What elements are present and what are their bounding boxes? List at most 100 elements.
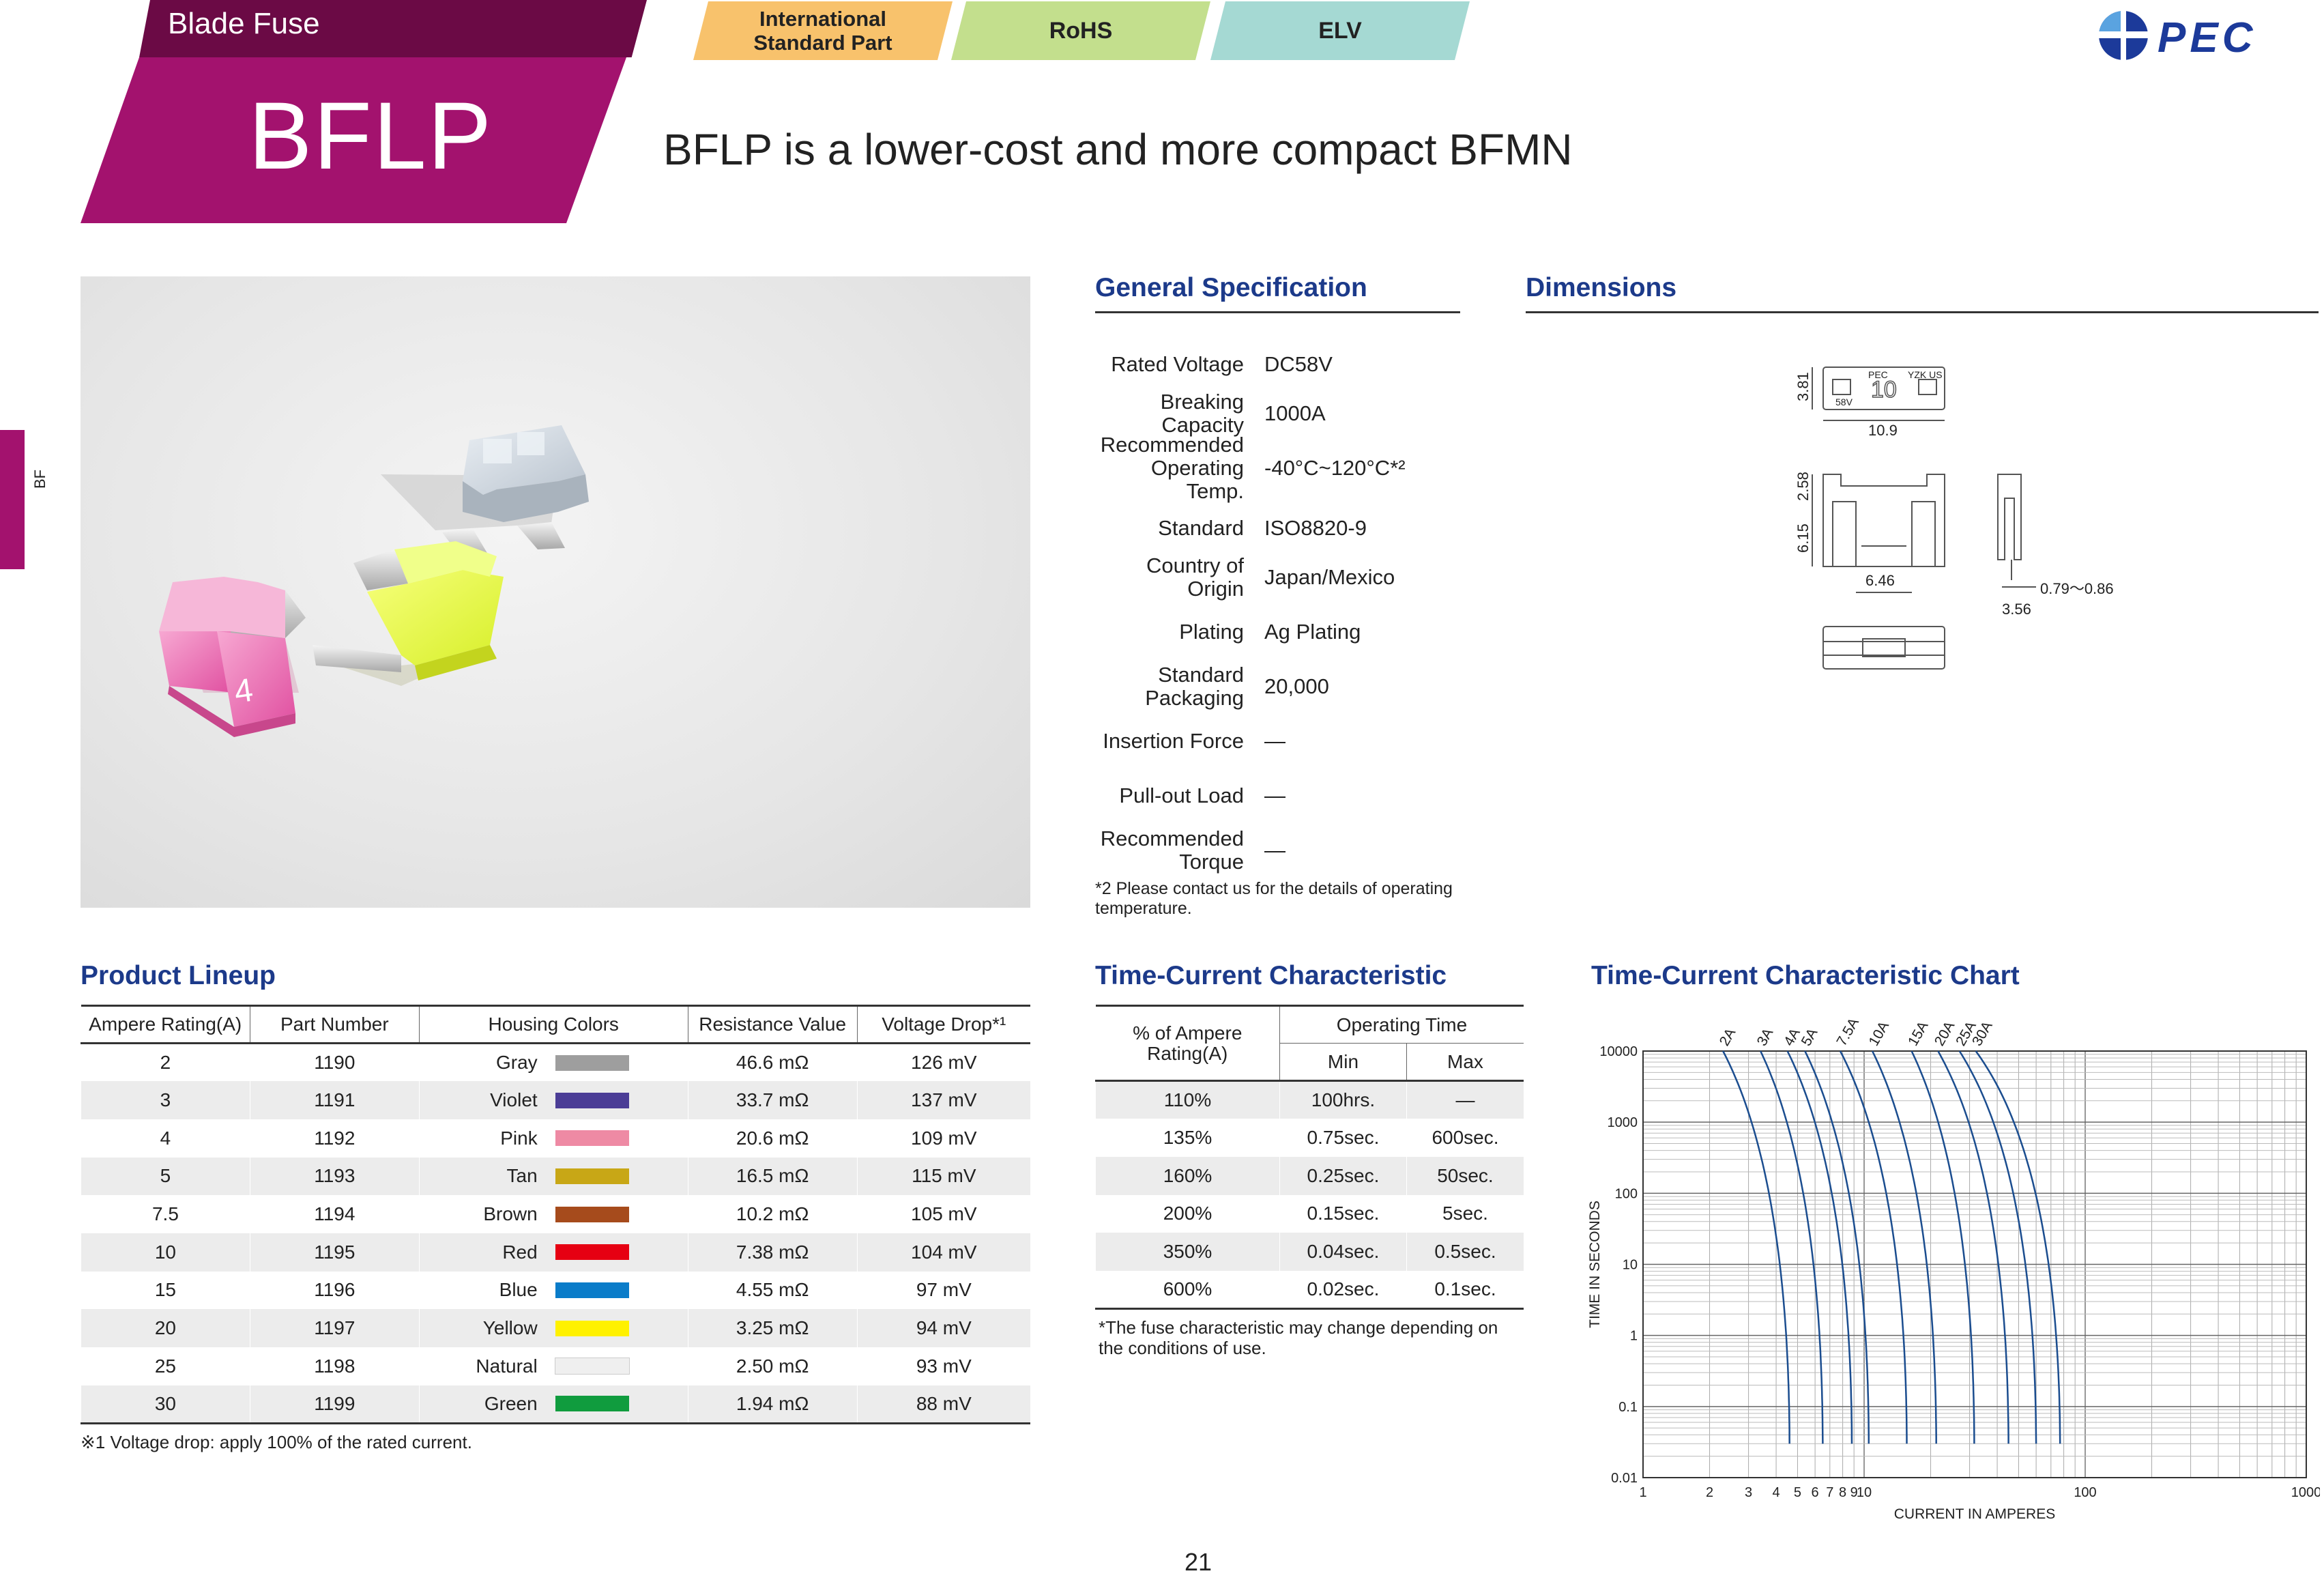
x-tick-label: 3 [1745,1485,1752,1500]
general-spec-note: *2 Please contact us for the details of … [1095,879,1453,918]
product-lineup-title: Product Lineup [81,961,276,990]
tag-elv: ELV [1210,1,1470,60]
lineup-row: 2 1190 Gray 46.6 mΩ 126 mV [81,1043,1030,1082]
x-tick-label: 4 [1773,1485,1780,1500]
spec-key: Insertion Force [1103,729,1244,753]
product-code: BFLP [248,82,493,189]
part-number-cell: 1190 [249,1043,420,1082]
spec-row: Breaking Capacity 1000A [1095,389,1477,438]
part-number-cell: 1196 [249,1271,420,1310]
housing-color: Green [420,1393,688,1415]
voltage-drop-cell: 94 mV [856,1309,1030,1347]
housing-color: Pink [420,1127,688,1149]
series-label: 5A [1799,1026,1821,1049]
max-time-cell: 50sec. [1406,1156,1524,1195]
spec-value: Japan/Mexico [1264,565,1395,589]
top-view-outline [1822,367,1945,410]
y-tick-label: 0.01 [1611,1471,1638,1486]
voltage-drop-cell: 104 mV [856,1233,1030,1272]
front-view-outline [1822,474,1945,567]
housing-color-cell: Yellow [418,1309,688,1347]
resistance-cell: 16.5 mΩ [687,1157,858,1196]
ampere-cell: 4 [81,1119,250,1158]
x-tick-label: 8 [1839,1485,1846,1500]
chart-title: Time-Current Characteristic Chart [1591,961,2020,990]
color-swatch [555,1282,629,1298]
color-name: Brown [483,1203,538,1225]
curve-2A [1722,1050,1790,1444]
time-current-note: *The fuse characteristic may change depe… [1099,1317,1498,1358]
y-tick-label: 10000 [1599,1044,1638,1059]
y-tick-label: 10 [1623,1258,1638,1273]
th-max: Max [1406,1043,1524,1082]
curve-20A [1937,1050,2009,1444]
part-number-cell: 1198 [249,1347,420,1385]
ampere-cell: 3 [81,1081,250,1119]
category-label: Blade Fuse [168,7,320,40]
housing-color-cell: Violet [418,1081,688,1119]
part-number-cell: 1194 [249,1195,420,1233]
spec-value: Ag Plating [1264,620,1361,644]
y-tick-label: 1 [1630,1329,1638,1344]
ampere-cell: 25 [81,1347,250,1385]
dim-thickness: 3.56 [2002,601,2031,618]
ampere-cell: 7.5 [81,1195,250,1233]
color-name: Red [502,1241,538,1263]
pec-logo: PEC [2097,10,2252,63]
color-name: Gray [496,1052,538,1074]
lineup-header-cell: Voltage Drop*¹ [856,1005,1030,1044]
voltage-drop-cell: 88 mV [856,1385,1030,1424]
ampere-cell: 30 [81,1385,250,1424]
spec-key: Standard [1158,516,1244,540]
spec-key: Country of Origin [1146,554,1244,601]
product-lineup-table: Ampere Rating(A) Part Number Housing Color… [81,1005,1030,1424]
rating-percent-cell: 135% [1095,1119,1280,1157]
ampere-cell: 20 [81,1309,250,1347]
category-banner [139,0,647,57]
housing-color-cell: Pink [418,1119,688,1158]
housing-color-cell: Gray [418,1043,688,1082]
th-operating-time: Operating Time [1279,1005,1524,1044]
x-tick-label: 1000 [2291,1485,2320,1500]
spec-row: Recommended Operating Temp. -40°C~120°C*² [1095,433,1477,503]
max-time-cell: 0.1sec. [1406,1270,1524,1310]
rating-percent-cell: 600% [1095,1270,1280,1310]
curve-3A [1760,1050,1824,1444]
product-tagline: BFLP is a lower-cost and more compact BF… [663,125,1573,174]
lineup-row: 15 1196 Blue 4.55 mΩ 97 mV [81,1271,1030,1310]
series-label: 3A [1754,1026,1777,1049]
tag-label: International Standard Part [753,7,892,55]
spec-row: Insertion Force — [1095,717,1477,766]
spec-value: DC58V [1264,352,1333,376]
time-current-row: 110% 100hrs. — [1095,1080,1524,1119]
voltage-drop-cell: 126 mV [856,1043,1030,1082]
spec-value: 20,000 [1264,674,1329,698]
curve-15A [1911,1050,1975,1444]
housing-color-cell: Red [418,1233,688,1272]
color-name: Blue [499,1279,538,1301]
housing-color-cell: Tan [418,1157,688,1196]
spec-key: Plating [1179,620,1244,644]
series-label: 10A [1866,1019,1893,1049]
spec-row: Country of Origin Japan/Mexico [1095,553,1477,602]
x-tick-label: 2 [1706,1485,1713,1500]
time-current-row: 135% 0.75sec. 600sec. [1095,1119,1524,1157]
lineup-row: 25 1198 Natural 2.50 mΩ 93 mV [81,1347,1030,1385]
voltage-drop-cell: 115 mV [856,1157,1030,1196]
spec-key: Rated Voltage [1111,352,1244,376]
curve-10A [1871,1050,1937,1444]
dimension-drawing: PEC 10 YZK US 58V 3.81 10.9 2.58 6.15 6.… [1795,367,2114,670]
min-time-cell: 100hrs. [1279,1080,1407,1119]
spec-value: — [1264,784,1286,807]
time-current-row: 200% 0.15sec. 5sec. [1095,1194,1524,1233]
housing-color: Brown [420,1203,688,1225]
bottom-view-outline [1822,626,1945,670]
lineup-header-cell: Resistance Value [687,1005,858,1044]
color-swatch [555,1206,629,1222]
rating-percent-cell: 200% [1095,1194,1280,1233]
ampere-cell: 5 [81,1157,250,1196]
spec-key: Recommended Torque [1100,827,1244,874]
resistance-cell: 1.94 mΩ [687,1385,858,1424]
spec-row: Standard ISO8820-9 [1095,504,1477,553]
